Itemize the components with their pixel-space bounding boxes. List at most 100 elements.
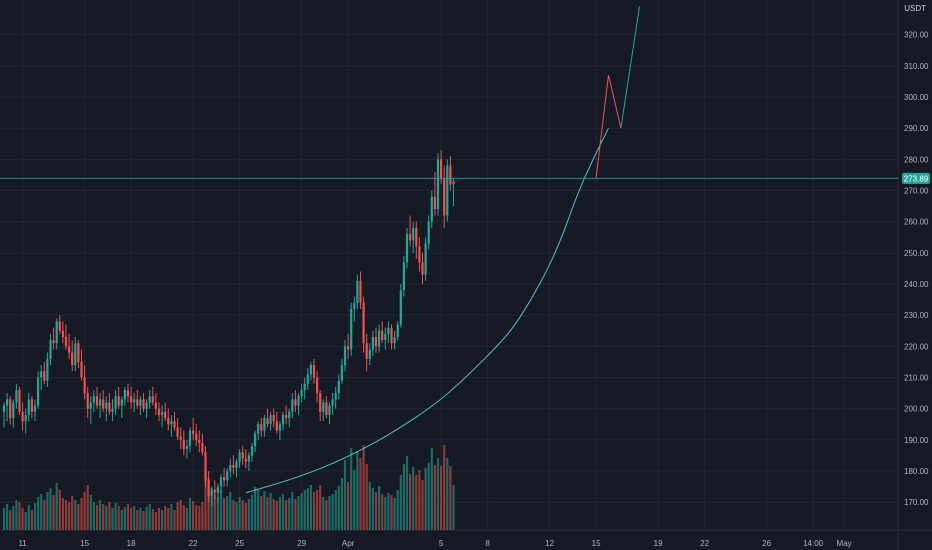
volume-bar [188,498,192,530]
volume-bar [257,490,260,530]
x-tick-label: 5 [439,539,444,548]
candle-body [148,396,151,403]
volume-bar [350,448,353,530]
volume-bar [201,502,204,530]
candle-body [244,458,247,462]
candle-body [319,393,322,412]
candle-body [424,243,427,275]
support-curve-line [245,127,609,494]
candle-body [33,405,37,412]
candle-body [37,377,40,406]
volume-bar [213,494,216,530]
candle-body [378,330,381,347]
candle-body [145,402,148,409]
x-tick-label: 11 [18,539,27,548]
candle-body [343,346,347,366]
volume-bar [440,466,443,530]
volume-bar [399,475,402,530]
y-tick-label: 250.00 [904,249,929,258]
volume-bar [216,497,219,530]
price-axis[interactable]: USDT 320.00 310.00 300.00 290.00 280.00 270.0… [904,4,929,507]
volume-bar [43,500,46,530]
candle-body [161,411,164,415]
volume-bar [9,510,12,530]
projection [595,6,640,179]
candle-body [80,361,83,378]
volume-bar [353,470,356,530]
volume-bar [12,506,15,530]
y-tick-label: 270.00 [904,187,929,196]
candle-body [353,302,356,309]
candle-body [102,399,105,409]
volume-bar [297,496,300,530]
candle-body [86,393,89,409]
candle-body [396,324,399,338]
volume-bar [89,495,92,530]
candles[interactable] [2,149,455,506]
candle-body [139,399,142,406]
volume-bar [449,466,452,530]
candle-body [210,489,213,496]
candle-body [108,402,111,412]
candle-body [154,402,157,409]
volume-bar [412,467,415,530]
volume-bar [331,494,334,530]
candle-body [340,365,343,381]
candle-body [99,399,102,406]
candle-body [356,280,359,303]
candle-body [24,414,27,422]
volume-bar [64,500,68,530]
volume-bar [83,492,86,530]
candle-body [347,346,350,350]
volume-bar [151,509,154,530]
candle-body [412,227,415,241]
volume-bar [77,504,80,530]
candle-body [95,396,99,406]
candle-body [179,436,182,440]
volume-bar [421,480,424,530]
x-tick-label: 12 [545,539,554,548]
candle-body [216,486,219,493]
volume-bar [374,492,378,530]
candle-body [443,178,446,216]
x-tick-label: 14:00 [803,539,824,548]
candle-body [260,424,263,431]
volume-bar [443,445,446,530]
candle-body [309,365,312,375]
volume-bar [334,490,337,530]
support-curve [245,127,609,494]
volume-bar [2,508,6,530]
volume-bar [303,490,306,530]
candle-body [254,433,257,447]
volume-bar [300,493,303,530]
projection-down-line [595,75,622,179]
volume-bar [343,460,347,530]
candle-body [418,246,421,263]
candle-body [266,418,269,425]
volume-bar [40,494,43,530]
candle-body [201,442,204,453]
volume-bar [266,497,269,530]
volume-bar [381,494,384,530]
candle-body [223,477,226,481]
candle-body [247,455,250,462]
candle-body [409,234,412,241]
candle-body [452,181,455,185]
volume-bar [424,468,427,530]
candle-body [368,349,371,359]
volume-bar [210,488,213,530]
volume-bar [130,508,133,530]
candle-body [18,390,21,412]
volume-bar [179,500,182,530]
candle-body [300,390,303,397]
candle-body [229,464,232,472]
time-axis[interactable]: 11 15 18 22 25 29 Apr 5 8 12 15 19 22 26 14:00 May [18,539,851,548]
candle-body [257,424,260,434]
candle-body [430,196,433,222]
candle-body [49,340,52,359]
candle-body [427,221,430,244]
volume-bar [46,492,49,530]
volume-bar [74,500,77,530]
